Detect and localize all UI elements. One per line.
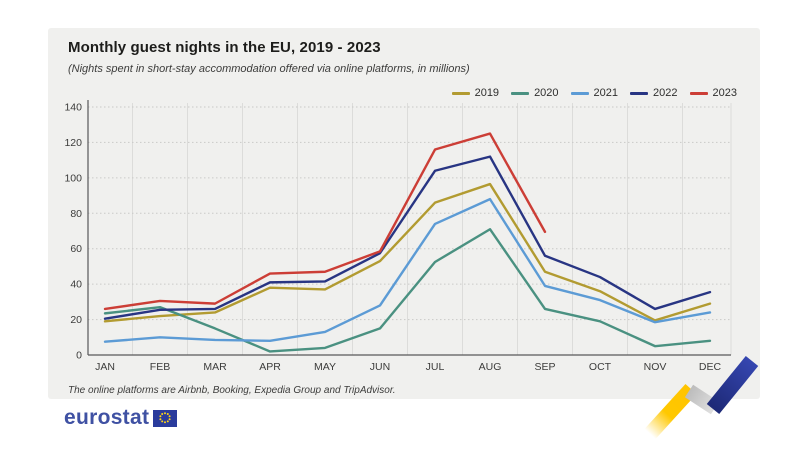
eu-flag-stars (159, 411, 171, 423)
series-line-2021 (103, 197, 712, 343)
chart-svg: 0 20 40 60 80 100 120 140 JAN FEB MAR APR MAY JUN JUL A… (64, 100, 732, 373)
y-axis-tick-label: 60 (70, 243, 82, 255)
series-line-2019 (103, 182, 712, 323)
legend-item-2019: 2019 (451, 87, 500, 99)
chart-footnote: The online platforms are Airbnb, Booking… (68, 385, 396, 396)
x-axis-tick-label: JUN (370, 361, 390, 373)
chart-subtitle: (Nights spent in short-stay accommodatio… (68, 63, 470, 75)
y-axis-tick-label: 40 (70, 279, 82, 291)
y-axis-tick-label: 100 (64, 172, 82, 184)
legend: 2019 2020 2021 2022 2023 (451, 87, 737, 99)
x-axis-tick-label: MAR (203, 361, 227, 373)
legend-dash-icon (451, 91, 470, 95)
x-axis-tick-label: DEC (699, 361, 722, 373)
eu-flag-icon (153, 409, 178, 427)
series-line-2022 (103, 155, 712, 320)
y-axis-tick-label: 120 (64, 137, 82, 149)
legend-item-2023: 2023 (689, 87, 737, 99)
legend-label: 2023 (712, 87, 737, 99)
x-axis-tick-label: APR (259, 361, 281, 373)
zigzag-yellow-stroke (644, 383, 697, 440)
y-axis-tick-label: 80 (70, 208, 82, 220)
x-axis-tick-label: NOV (644, 361, 667, 373)
zigzag-blue-stroke (706, 355, 759, 415)
legend-item-2021: 2021 (570, 87, 619, 99)
legend-label: 2020 (534, 87, 559, 99)
x-axis-tick-label: MAY (314, 361, 336, 373)
legend-dash-icon (511, 91, 530, 95)
eurostat-logo: eurostat (64, 406, 178, 430)
legend-label: 2019 (474, 87, 500, 99)
legend-dash-icon (689, 91, 708, 95)
x-axis-tick-label: AUG (479, 361, 502, 373)
x-axis-tick-label: JAN (95, 361, 115, 373)
series-line-2020 (103, 228, 712, 353)
x-axis-tick-label: OCT (589, 361, 612, 373)
legend-dash-icon (570, 91, 589, 95)
y-axis-tick-label: 0 (76, 350, 82, 362)
legend-dash-icon (630, 91, 649, 95)
chart-title: Monthly guest nights in the EU, 2019 - 2… (68, 39, 381, 56)
legend-item-2022: 2022 (630, 87, 678, 99)
x-axis-tick-label: FEB (150, 361, 170, 373)
eurostat-wordmark: eurostat (64, 406, 150, 429)
x-axis-tick-label: SEP (534, 361, 555, 373)
y-axis-tick-label: 140 (64, 102, 82, 114)
y-axis-tick-label: 20 (70, 314, 82, 326)
legend-label: 2022 (653, 87, 678, 99)
chart-card: 0 20 40 60 80 100 120 140 JAN FEB MAR APR MAY JUN JUL A… (48, 28, 760, 399)
zigzag-decoration (644, 355, 759, 440)
series-line-2023 (103, 132, 547, 311)
legend-item-2020: 2020 (511, 87, 559, 99)
x-axis-tick-label: JUL (426, 361, 445, 373)
legend-label: 2021 (593, 87, 619, 99)
